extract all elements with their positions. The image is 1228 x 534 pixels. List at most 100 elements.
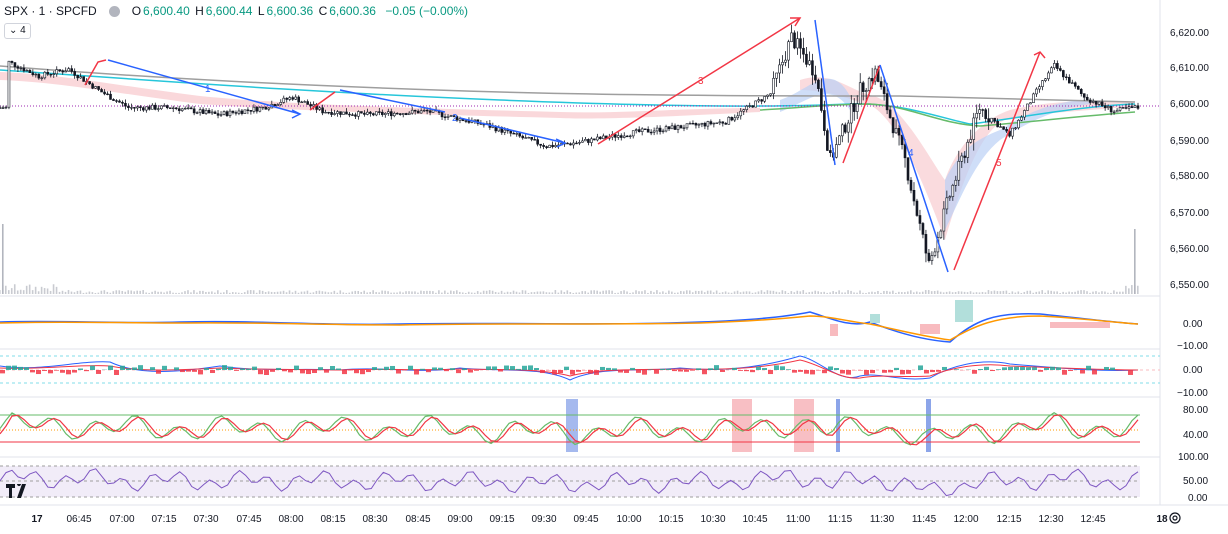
candle[interactable] <box>749 106 751 107</box>
candle[interactable] <box>820 89 822 111</box>
candle[interactable] <box>1080 89 1082 93</box>
candle[interactable] <box>928 253 930 261</box>
candle[interactable] <box>919 215 921 223</box>
candle[interactable] <box>130 107 132 108</box>
candle[interactable] <box>184 108 186 109</box>
candle[interactable] <box>59 70 61 71</box>
candle[interactable] <box>737 116 739 118</box>
candle[interactable] <box>202 110 204 114</box>
candle[interactable] <box>1137 106 1139 109</box>
candle[interactable] <box>98 86 100 89</box>
osc2-pane[interactable] <box>0 356 1160 383</box>
candle[interactable] <box>1053 63 1055 67</box>
candle[interactable] <box>113 99 115 100</box>
candle[interactable] <box>1023 110 1025 117</box>
candle[interactable] <box>1035 89 1037 94</box>
candle[interactable] <box>101 89 103 92</box>
candle[interactable] <box>417 111 419 113</box>
candle[interactable] <box>399 114 401 115</box>
candle[interactable] <box>393 113 395 115</box>
candle[interactable] <box>298 97 300 102</box>
candle[interactable] <box>614 135 616 138</box>
candle[interactable] <box>587 139 589 142</box>
candle[interactable] <box>247 110 249 111</box>
candle[interactable] <box>5 107 7 108</box>
candle[interactable] <box>50 74 52 75</box>
candle[interactable] <box>895 128 897 133</box>
candle[interactable] <box>1101 102 1103 106</box>
candle[interactable] <box>53 74 55 75</box>
candle[interactable] <box>961 156 963 161</box>
candle[interactable] <box>856 104 858 112</box>
candle[interactable] <box>788 42 790 60</box>
candle[interactable] <box>958 161 960 180</box>
candle[interactable] <box>567 143 569 144</box>
candle[interactable] <box>964 156 966 158</box>
candle[interactable] <box>337 112 339 114</box>
candle[interactable] <box>979 110 981 114</box>
candle[interactable] <box>871 78 873 81</box>
candle[interactable] <box>160 106 162 109</box>
candle[interactable] <box>898 128 900 135</box>
candle[interactable] <box>265 107 267 109</box>
candle[interactable] <box>504 130 506 132</box>
candle[interactable] <box>701 123 703 124</box>
candle[interactable] <box>513 133 515 134</box>
candle[interactable] <box>934 252 936 256</box>
candle[interactable] <box>794 33 796 48</box>
candle[interactable] <box>776 73 778 78</box>
candle[interactable] <box>190 108 192 109</box>
candle[interactable] <box>943 209 945 231</box>
candle[interactable] <box>886 94 888 110</box>
candle[interactable] <box>259 107 261 111</box>
candle[interactable] <box>375 112 377 115</box>
candle[interactable] <box>662 131 664 132</box>
candle[interactable] <box>922 223 924 234</box>
candle[interactable] <box>29 70 31 72</box>
candle[interactable] <box>80 77 82 78</box>
candle[interactable] <box>620 136 622 138</box>
candle[interactable] <box>1077 86 1079 89</box>
candle[interactable] <box>710 122 712 124</box>
candle[interactable] <box>145 107 147 110</box>
candle[interactable] <box>695 123 697 125</box>
candle[interactable] <box>178 109 180 111</box>
candle[interactable] <box>988 119 990 122</box>
candle[interactable] <box>256 107 258 111</box>
candle[interactable] <box>516 133 518 134</box>
candle[interactable] <box>1044 79 1046 81</box>
candle[interactable] <box>1074 83 1076 87</box>
candle[interactable] <box>357 112 359 117</box>
candle[interactable] <box>196 113 198 114</box>
candle[interactable] <box>340 112 342 115</box>
candle[interactable] <box>32 73 34 75</box>
candle[interactable] <box>148 107 150 109</box>
candle[interactable] <box>892 118 894 133</box>
candle[interactable] <box>838 136 840 145</box>
candle[interactable] <box>755 101 757 107</box>
candle[interactable] <box>683 128 685 129</box>
candle[interactable] <box>387 112 389 114</box>
candle[interactable] <box>817 80 819 89</box>
candle[interactable] <box>841 125 843 136</box>
candle[interactable] <box>647 129 649 132</box>
candle[interactable] <box>1029 103 1031 104</box>
candle[interactable] <box>808 61 810 65</box>
candle[interactable] <box>853 104 855 112</box>
candle[interactable] <box>862 83 864 92</box>
candle[interactable] <box>214 112 216 114</box>
candle[interactable] <box>235 113 237 114</box>
candle[interactable] <box>946 198 948 209</box>
candle[interactable] <box>1018 120 1020 128</box>
candle[interactable] <box>47 72 49 74</box>
candle[interactable] <box>429 111 431 113</box>
candle[interactable] <box>955 180 957 185</box>
candle[interactable] <box>764 96 766 101</box>
candle[interactable] <box>761 100 763 102</box>
candle[interactable] <box>328 112 330 113</box>
candle[interactable] <box>136 107 138 108</box>
candle[interactable] <box>402 113 404 114</box>
candle[interactable] <box>44 72 46 78</box>
